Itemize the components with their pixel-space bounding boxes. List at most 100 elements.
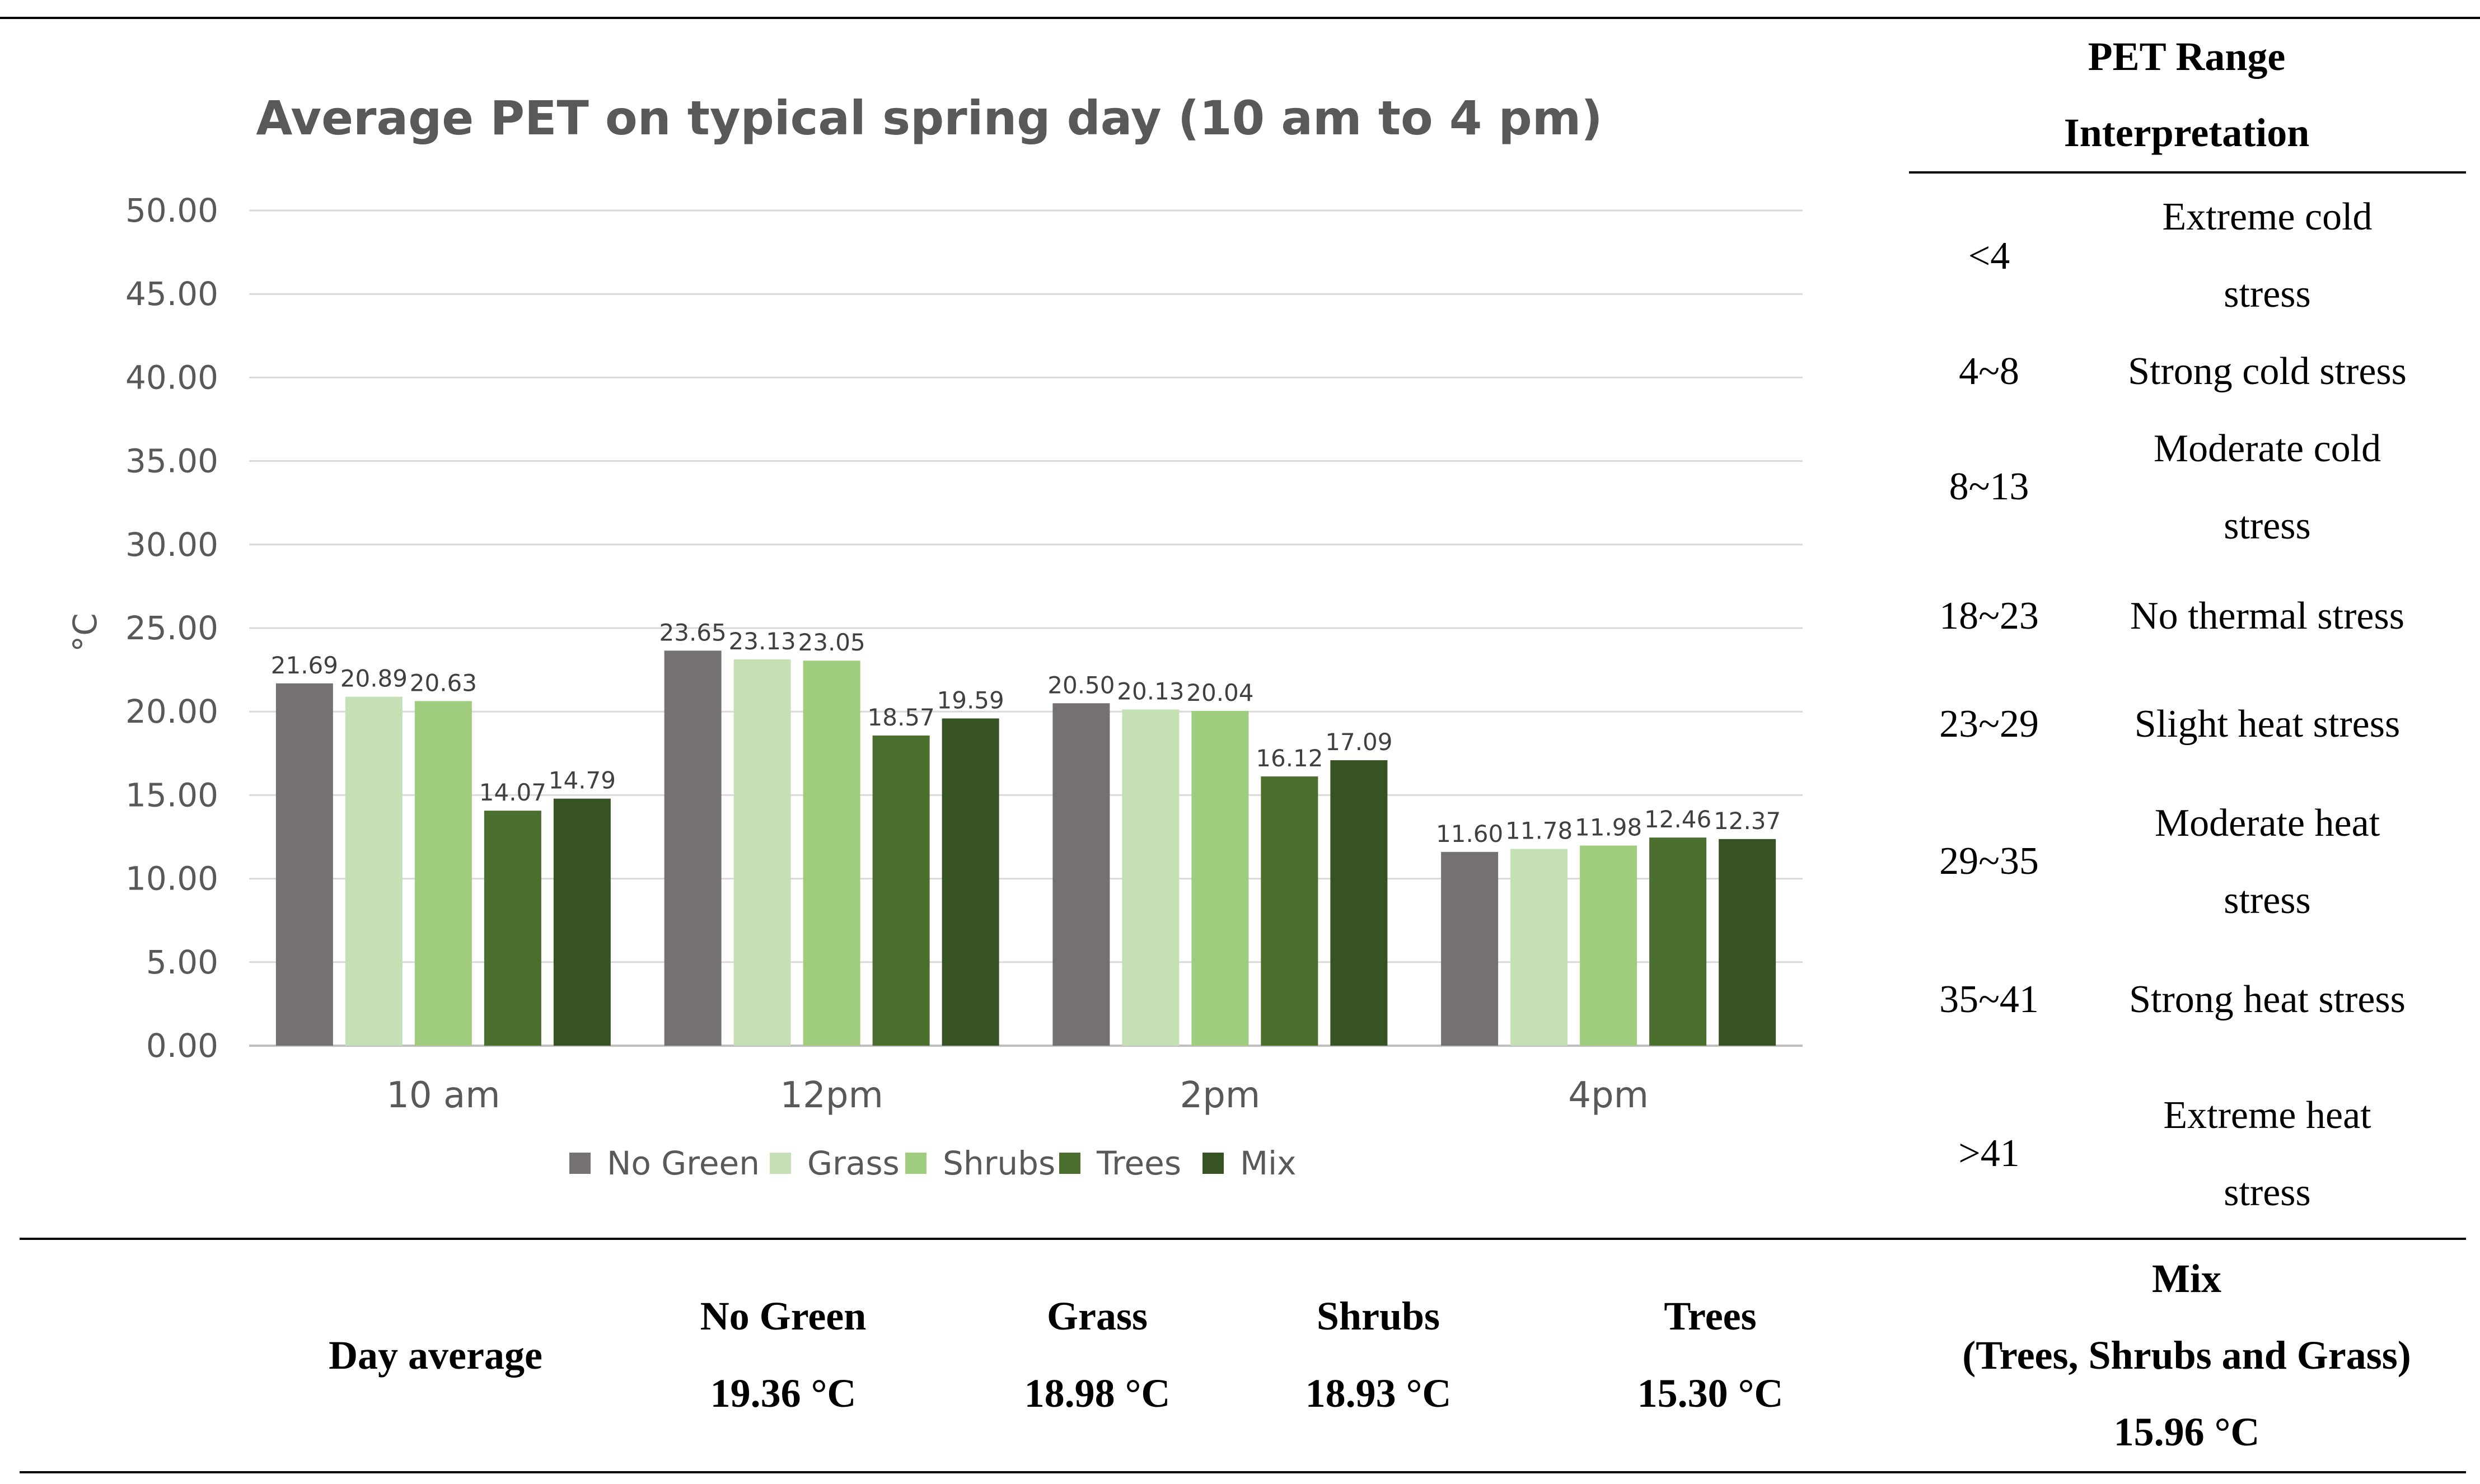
chart-title: Average PET on typical spring day (10 am… (256, 91, 1602, 146)
pet-interpretation: Moderate heat (2155, 802, 2380, 845)
bar-grass (1122, 709, 1180, 1046)
pet-header-line2: Interpretation (2064, 110, 2310, 155)
pet-interpretation-cont: stress (2224, 1171, 2311, 1214)
bar-no-green (1441, 851, 1499, 1046)
data-label: 16.12 (1256, 745, 1323, 772)
legend-swatch (770, 1153, 791, 1174)
pet-header-rule (1909, 171, 2466, 174)
legend-label: Mix (1240, 1144, 1296, 1182)
data-label: 12.46 (1644, 806, 1711, 833)
pet-interpretation: Slight heat stress (2135, 703, 2400, 746)
data-label: 23.65 (659, 619, 727, 646)
bar-mix (553, 798, 611, 1046)
summary-top-rule (20, 1238, 2466, 1240)
y-tick-label: 35.00 (125, 442, 218, 480)
x-category-label: 2pm (1180, 1075, 1261, 1116)
shrubs-heading: Shrubs (1317, 1294, 1440, 1338)
y-tick-label: 50.00 (125, 191, 218, 230)
data-label: 14.07 (479, 779, 546, 806)
grass-average: 18.98 °C (1024, 1371, 1171, 1416)
data-label: 20.89 (340, 665, 408, 692)
pet-range-value: <4 (1968, 235, 2010, 278)
legend-swatch (1059, 1153, 1080, 1174)
data-label: 11.78 (1505, 817, 1573, 844)
grass-heading: Grass (1047, 1294, 1148, 1338)
x-category-label: 4pm (1568, 1075, 1649, 1116)
bar-trees (1649, 837, 1707, 1046)
legend-label: Grass (807, 1144, 900, 1182)
legend-swatch (905, 1153, 927, 1174)
mix-heading: Mix (2152, 1256, 2221, 1301)
pet-interpretation: Strong cold stress (2128, 350, 2407, 393)
no-green-average: 19.36 °C (710, 1371, 857, 1416)
data-label: 21.69 (271, 652, 338, 679)
trees-heading: Trees (1664, 1294, 1756, 1338)
bar-grass (733, 659, 791, 1046)
pet-interpretation-cont: stress (2224, 879, 2311, 922)
legend-swatch (1202, 1153, 1224, 1174)
bar-no-green (664, 650, 722, 1046)
bar-grass (1510, 849, 1568, 1046)
pet-range-value: 18~23 (1939, 594, 2039, 638)
data-label: 14.79 (549, 767, 616, 794)
bar-mix (1719, 839, 1776, 1046)
table-top-rule (0, 17, 2480, 19)
pet-interpretation: Strong heat stress (2129, 978, 2406, 1021)
y-tick-label: 30.00 (125, 526, 218, 564)
x-category-label: 12pm (780, 1075, 883, 1116)
bar-shrubs (414, 701, 472, 1046)
pet-range-value: 35~41 (1939, 978, 2039, 1021)
data-label: 20.13 (1117, 677, 1184, 705)
pet-range-value: >41 (1958, 1132, 2019, 1175)
pet-range-value: 4~8 (1959, 350, 2019, 393)
legend-swatch (569, 1153, 591, 1174)
bar-mix (1330, 760, 1388, 1046)
y-tick-label: 0.00 (146, 1027, 218, 1065)
legend-label: No Green (607, 1144, 760, 1182)
pet-interpretation-cont: stress (2224, 504, 2311, 547)
bar-no-green (275, 683, 333, 1046)
data-label: 11.60 (1436, 820, 1503, 848)
y-tick-label: 40.00 (125, 358, 218, 396)
shrubs-average: 18.93 °C (1305, 1371, 1452, 1416)
day-average-label: Day average (329, 1333, 542, 1378)
pet-range-value: 23~29 (1939, 703, 2039, 746)
y-tick-label: 25.00 (125, 609, 218, 647)
data-label: 18.57 (868, 704, 935, 731)
bar-shrubs (803, 661, 860, 1046)
data-label: 20.63 (410, 669, 477, 696)
bar-no-green (1052, 703, 1110, 1046)
pet-interpretation-cont: stress (2224, 273, 2311, 316)
pet-header-line1: PET Range (2088, 34, 2286, 79)
pet-interpretation: No thermal stress (2130, 594, 2404, 638)
mix-average: 15.96 °C (2114, 1410, 2260, 1454)
legend-label: Shrubs (943, 1144, 1055, 1182)
y-tick-label: 45.00 (125, 275, 218, 313)
x-category-label: 10 am (386, 1075, 500, 1116)
data-label: 12.37 (1714, 807, 1781, 835)
data-label: 23.05 (798, 629, 865, 656)
data-label: 23.13 (729, 628, 796, 655)
bar-shrubs (1580, 845, 1637, 1046)
no-green-heading: No Green (700, 1294, 867, 1338)
pet-interpretation: Moderate cold (2154, 427, 2381, 470)
legend-label: Trees (1096, 1144, 1181, 1182)
bar-trees (1261, 776, 1318, 1046)
bar-trees (484, 811, 541, 1046)
pet-range-value: 8~13 (1949, 465, 2029, 508)
bar-mix (942, 718, 999, 1046)
bar-shrubs (1191, 711, 1249, 1046)
pet-interpretation: Extreme cold (2162, 195, 2372, 238)
trees-average: 15.30 °C (1637, 1371, 1784, 1416)
y-tick-label: 20.00 (125, 692, 218, 731)
y-tick-label: 5.00 (146, 943, 218, 981)
data-label: 19.59 (937, 686, 1004, 714)
data-label: 20.04 (1186, 679, 1253, 706)
data-label: 17.09 (1325, 728, 1392, 756)
data-label: 11.98 (1575, 814, 1642, 841)
pet-interpretation: Extreme heat (2163, 1094, 2371, 1137)
bar-grass (345, 696, 403, 1046)
y-tick-label: 10.00 (125, 860, 218, 898)
table-bottom-rule (20, 1471, 2466, 1473)
data-label: 20.50 (1047, 671, 1115, 699)
